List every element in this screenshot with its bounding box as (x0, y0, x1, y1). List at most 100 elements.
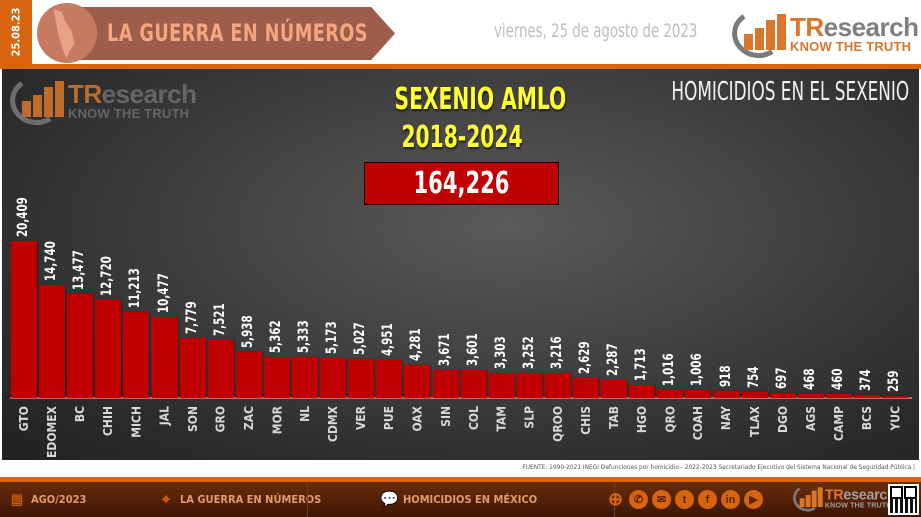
category-label: BC (73, 406, 88, 423)
bar-value-label: 1,006 (689, 353, 706, 387)
bar-chih (95, 300, 122, 398)
chat-chart-icon: 💬 (380, 490, 399, 508)
category-label: CDMX (326, 406, 341, 442)
bar-tab (601, 380, 628, 398)
bar-value-label: 697 (773, 367, 790, 389)
category-label: HGO (635, 406, 650, 434)
bar-cdmx (320, 358, 347, 398)
bar-nay (713, 390, 740, 398)
bar-value-label: 12,720 (99, 256, 116, 297)
footer-separator (307, 482, 308, 517)
category-label: MICH (129, 406, 144, 438)
footer-divider (0, 477, 921, 482)
bar-value-label: 754 (745, 366, 762, 389)
category-label: SIN (438, 406, 453, 427)
linkedin-icon[interactable]: in (721, 490, 740, 509)
bar-jal (151, 317, 178, 398)
bar-value-label: 1,016 (661, 353, 678, 387)
publish-date: viernes, 25 de agosto de 2023 (494, 20, 698, 42)
category-label: COAH (691, 406, 706, 441)
chart-title-line2: 2018-2024 (401, 120, 523, 155)
chart-title: SEXENIO AMLO 2018-2024 (372, 81, 567, 157)
bar-zac (235, 352, 262, 398)
youtube-icon[interactable]: ▶ (744, 490, 763, 509)
total-value: 164,226 (413, 166, 510, 201)
footer-logo[interactable]: TResearch KNOW THE TRUTH (790, 482, 896, 514)
map-pin-icon: ⌖ (161, 490, 171, 508)
logo-chart-icon (790, 482, 824, 514)
twitter-icon[interactable]: t (675, 490, 694, 509)
bar-value-label: 4,951 (380, 323, 397, 356)
category-label: NL (298, 406, 312, 422)
bar-sin (432, 369, 459, 398)
total-badge: 164,226 (364, 162, 559, 205)
bar-gro (207, 340, 234, 398)
section-banner: LA GUERRA EN NÚMEROS (37, 3, 407, 63)
facebook-icon[interactable]: f (698, 490, 717, 509)
bar-value-label: 918 (717, 365, 734, 387)
bar-bc (67, 294, 94, 398)
banner-ribbon (55, 7, 395, 60)
bar-mor (263, 356, 290, 398)
bar-value-label: 3,252 (520, 336, 537, 369)
category-label: VER (354, 406, 369, 431)
chart-panel: TResearch KNOW THE TRUTH SEXENIO AMLO 20… (2, 69, 919, 460)
category-label: GRO (213, 406, 228, 433)
footer-section[interactable]: ⌖ LA GUERRA EN NÚMEROS (157, 490, 321, 508)
bar-value-label: 1,713 (633, 348, 650, 381)
category-label: TAB (607, 406, 622, 430)
category-label: NAY (719, 406, 734, 431)
category-label: CHIS (579, 406, 593, 435)
bar-tam (488, 372, 515, 398)
date-tag: 25.08.23 (0, 0, 32, 64)
category-label: TAM (494, 406, 509, 432)
footer-topic[interactable]: 💬 HOMICIDIOS EN MÉXICO (380, 490, 538, 508)
bar-value-label: 5,362 (267, 320, 284, 353)
bar-coah (685, 390, 712, 398)
bar-value-label: 259 (886, 370, 903, 392)
category-label: SON (185, 406, 200, 432)
bar-value-label: 5,027 (352, 322, 369, 356)
category-label: SLP (522, 406, 537, 429)
bar-value-label: 3,671 (436, 333, 453, 366)
category-label: TLAX (747, 406, 762, 437)
logo-chart-icon (728, 5, 788, 63)
tresearch-logo[interactable]: TResearch KNOW THE TRUTH (728, 5, 919, 63)
category-label: YUC (888, 406, 903, 431)
bar-value-label: 2,287 (605, 343, 622, 377)
category-label: OAX (410, 406, 425, 432)
bar-hgo (629, 384, 656, 398)
bar-value-label: 3,303 (492, 335, 509, 369)
bar-value-label: 5,173 (324, 321, 341, 355)
category-label: AGS (803, 406, 818, 431)
footer-bar: ▦ AGO/2023 ⌖ LA GUERRA EN NÚMEROS 💬 HOMI… (0, 482, 921, 517)
email-icon[interactable]: ✉ (652, 490, 671, 509)
bar-edomex (39, 284, 66, 398)
phone-icon[interactable]: ✆ (629, 490, 648, 509)
bar-value-label: 460 (829, 368, 846, 391)
bar-nl (292, 356, 318, 398)
bar-pue (376, 359, 403, 398)
bar-slp (516, 372, 543, 398)
globe-icon[interactable]: ⊕ (607, 489, 624, 509)
bar-bcs (854, 395, 880, 398)
bar-ver (348, 359, 375, 398)
bar-camp (825, 394, 852, 398)
bar-value-label: 2,629 (577, 341, 593, 374)
qr-code[interactable] (888, 484, 919, 515)
bar-value-label: 7,779 (183, 301, 200, 335)
bar-ags (797, 394, 824, 398)
bar-chart: 20,409 GTO 14,740 EDOMEX 13,477 BC 12,720 CHIH 1… (2, 69, 919, 460)
date-tag-text: 25.08.23 (9, 7, 23, 57)
bar-value-label: 374 (858, 369, 874, 392)
bar-value-label: 468 (801, 368, 818, 391)
bar-son (179, 338, 206, 398)
bar-value-label: 5,938 (239, 315, 256, 349)
x-axis-line (10, 397, 912, 399)
bar-tlax (741, 392, 768, 398)
category-label: QROO (550, 406, 565, 442)
bar-oax (404, 365, 431, 398)
chart-subtitle: HOMICIDIOS EN EL SEXENIO (671, 77, 909, 107)
watermark-logo: TResearch KNOW THE TRUTH (6, 72, 197, 130)
